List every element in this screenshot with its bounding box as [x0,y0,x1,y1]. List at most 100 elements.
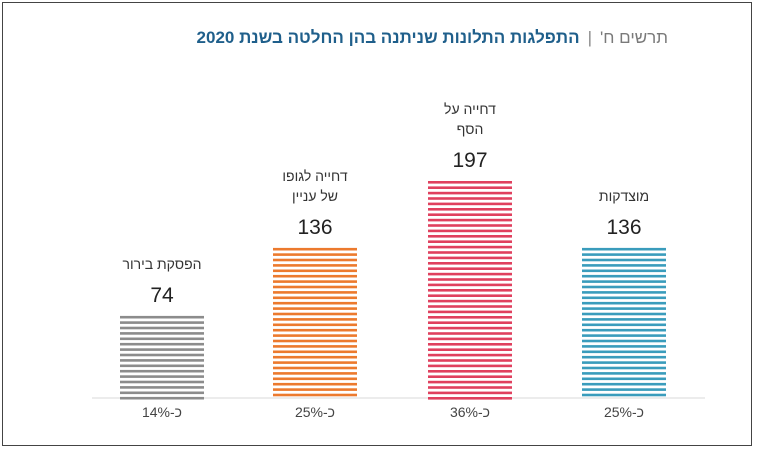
bar-stripe [428,380,512,384]
bar-stripe [582,339,666,343]
bar-stripe [120,375,204,378]
bar-stripe [428,262,512,265]
bar-stripe [273,345,357,348]
bar-stripe [428,197,512,200]
bar-stripe [120,337,204,341]
bar-stripe [273,334,357,337]
bar-stripe [582,388,666,391]
bar-stripe [428,310,512,314]
bar-stripe [273,280,357,283]
bar-stripe [582,253,666,256]
bar-stripe [582,269,666,273]
bar-stripe [428,213,512,216]
bar-stripe [428,186,512,189]
bar-stripe [273,393,357,397]
bar-stripe [582,291,666,294]
bar-stripe [428,272,512,276]
bar-stripe [120,369,204,373]
bar-stripe [273,339,357,343]
bar-stripe [582,312,666,316]
bar-stripe [582,301,666,305]
bar-stripe [582,345,666,348]
bar [428,181,512,400]
bar [582,247,666,397]
bar-stripe [273,296,357,300]
bar-stripe [428,332,512,335]
figure-label: תרשים ח' [600,28,668,47]
category-label: דחייה לגופו [282,168,347,184]
bar-stripe [120,386,204,389]
percent-label: כ-14% [142,404,182,420]
category-label: של עניין [292,188,338,204]
bar-stripe [428,181,512,184]
bar-stripe [582,382,666,386]
bar-stripe [120,321,204,324]
bar-stripe [428,321,512,324]
bar-stripe [428,299,512,303]
bar-stripe [428,278,512,281]
bar-stripe [582,377,666,381]
category-label: דחייה על [444,101,496,117]
bar-stripe [582,247,666,251]
bar-stripe [428,337,512,341]
bar-stripe [273,285,357,289]
bar-stripe [428,316,512,319]
bar-stripe [428,353,512,357]
bar-stripe [120,396,204,400]
bar-stripe [428,283,512,287]
bar-stripe [582,280,666,283]
percent-label: כ-25% [295,404,335,420]
bar-stripe [582,285,666,289]
bar-stripe [120,348,204,351]
bar-stripe [120,364,204,368]
bar-stripe [120,359,204,362]
bar-stripe [273,382,357,386]
bar-stripe [582,307,666,310]
bar-stripe [273,350,357,354]
bar-stripe [273,366,357,370]
bar-stripe [582,366,666,370]
bar-stripe [582,355,666,359]
bar-stripe [428,359,512,362]
bar-stripe [428,391,512,395]
bar-stripe [428,256,512,260]
bar-stripe [120,315,204,319]
bar-stripe [273,372,357,375]
bar-stripe [428,218,512,222]
chart-title: תרשים ח' | התפלגות התלונות שניתנה בהן החלט… [197,28,668,48]
bar [120,315,204,400]
bar-stripe [273,388,357,391]
bar-stripe [428,326,512,330]
bar-stripe [120,326,204,330]
data-label: 74 [150,284,174,307]
chart-frame [2,2,752,446]
category-label: הסף [457,121,484,137]
bar-stripe [428,251,512,254]
bar-stripe [273,355,357,359]
bar-stripe [582,318,666,321]
bar-stripe [582,323,666,327]
bar-stripe [273,307,357,310]
bar-stripe [273,274,357,278]
bar-stripe [428,202,512,206]
bar-stripe [428,375,512,378]
bar-stripe [120,332,204,335]
bar-stripe [273,247,357,251]
bar-stripe [428,191,512,195]
bar-stripe [273,269,357,273]
bar-stripe [428,294,512,297]
bar-stripe [582,274,666,278]
bar-stripe [428,208,512,211]
bar-stripe [273,291,357,294]
bar-stripe [273,318,357,321]
bar-stripe [428,235,512,238]
bar-stripe [582,328,666,332]
percent-label: כ-25% [604,404,644,420]
bar-stripe [273,323,357,327]
bar-stripe [120,353,204,357]
bar-stripe [428,245,512,249]
bar-stripe [582,258,666,262]
bar-stripe [273,377,357,381]
data-label: 197 [452,149,487,172]
